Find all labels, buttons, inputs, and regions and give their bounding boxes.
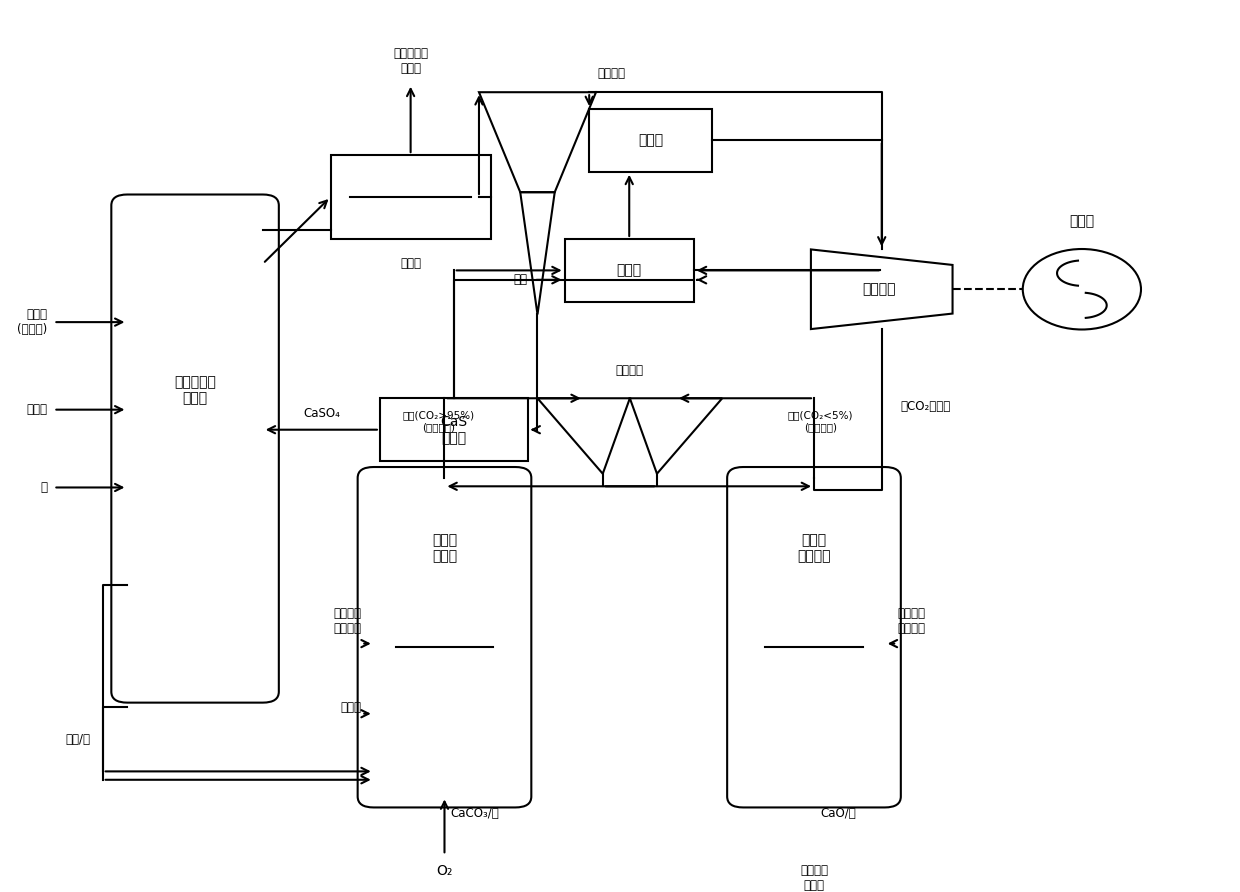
- Text: 去汽轮机发
电系统: 去汽轮机发 电系统: [393, 47, 428, 76]
- Bar: [331, 155, 491, 239]
- Text: 冷却器: 冷却器: [401, 258, 422, 270]
- Text: 流化床
碳酸化炉: 流化床 碳酸化炉: [797, 533, 831, 563]
- Text: 燃气轮机: 燃气轮机: [862, 282, 895, 296]
- Text: 烟气(CO₂<5%)
(去换热器): 烟气(CO₂<5%) (去换热器): [787, 410, 853, 432]
- Text: 半焦/灰: 半焦/灰: [66, 732, 91, 746]
- Bar: [589, 109, 712, 172]
- Text: 煤: 煤: [40, 481, 47, 494]
- Text: 燃烧室: 燃烧室: [639, 134, 663, 147]
- Text: O₂: O₂: [436, 863, 453, 878]
- Text: CaCO₃/灰: CaCO₃/灰: [450, 806, 500, 820]
- Text: 增压流化床
气化炉: 增压流化床 气化炉: [174, 376, 216, 405]
- Text: 流化床
煅烧炉: 流化床 煅烧炉: [432, 533, 458, 563]
- Bar: [379, 398, 528, 461]
- Text: CaS
氧化器: CaS 氧化器: [440, 415, 467, 445]
- Text: 去汽轮机
发电系统: 去汽轮机 发电系统: [334, 607, 361, 635]
- Text: 水蒸汽: 水蒸汽: [26, 403, 47, 417]
- Text: CaO/灰: CaO/灰: [820, 806, 856, 820]
- Text: 发电机: 发电机: [1069, 214, 1095, 228]
- Text: 净化煤气: 净化煤气: [598, 67, 625, 79]
- Text: 石灰石
(脱硫剂): 石灰石 (脱硫剂): [17, 308, 47, 336]
- Text: 石灰石: 石灰石: [340, 701, 361, 714]
- Text: 含CO₂的乏气: 含CO₂的乏气: [900, 401, 950, 413]
- Text: 去汽轮机
发电系统: 去汽轮机 发电系统: [897, 607, 925, 635]
- Bar: [564, 239, 694, 301]
- Text: 空气: 空气: [513, 273, 528, 286]
- Text: CaSO₄: CaSO₄: [303, 407, 340, 419]
- Text: 失活吸收
剂和灰: 失活吸收 剂和灰: [800, 863, 828, 892]
- Text: 压缩机: 压缩机: [616, 263, 642, 277]
- Text: 烟气(CO₂>95%)
(去换热器): 烟气(CO₂>95%) (去换热器): [402, 410, 475, 432]
- Text: 气固分离: 气固分离: [616, 364, 644, 377]
